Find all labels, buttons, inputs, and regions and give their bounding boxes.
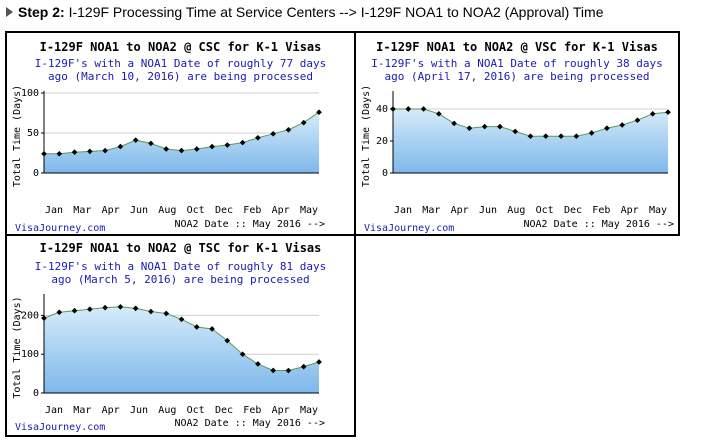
x-tick-label: Oct [536, 205, 554, 216]
x-tick-label: Apr [272, 405, 290, 416]
source-label: VisaJourney.com [364, 223, 454, 234]
data-point [178, 316, 185, 323]
y-tick-label: 200 [21, 310, 39, 321]
x-tick-label: Apr [272, 205, 290, 216]
chart-panel-vsc: I-129F NOA1 to NOA2 @ VSC for K-1 Visas I… [354, 31, 680, 236]
x-tick-label: Jan [45, 405, 63, 416]
data-point [619, 122, 626, 128]
data-point [420, 106, 427, 112]
chart-subtitle-line: ago (March 5, 2016) are being processed [51, 273, 309, 286]
chart-svg: I-129F NOA1 to NOA2 @ CSC for K-1 Visas I… [12, 40, 326, 234]
data-point [481, 123, 488, 130]
step-label: Step 2: [18, 4, 65, 20]
source-label: VisaJourney.com [15, 422, 105, 433]
chart-svg: I-129F NOA1 to NOA2 @ TSC for K-1 Visas I… [12, 241, 326, 433]
x-tick-label: Dec [564, 205, 582, 216]
data-point [270, 367, 277, 374]
x-tick-label: May [300, 405, 318, 416]
source-label: VisaJourney.com [15, 223, 105, 234]
x-tick-label: Feb [592, 205, 610, 216]
x-tick-label: Mar [73, 205, 91, 216]
y-tick-label: 0 [33, 168, 39, 179]
x-tick-label: Oct [187, 405, 205, 416]
x-tick-label: Feb [243, 205, 261, 216]
y-axis-label: Total Time (Days) [361, 85, 372, 187]
x-axis-label: NOA2 Date :: May 2016 --> [174, 219, 325, 230]
chart-subtitle-line: I-129F's with a NOA1 Date of roughly 77 … [35, 57, 326, 70]
x-tick-label: Apr [102, 205, 120, 216]
step-heading: Step 2: I-129F Processing Time at Servic… [6, 4, 604, 20]
x-tick-label: Jun [130, 405, 148, 416]
data-point [558, 133, 564, 139]
x-axis-label: NOA2 Date :: May 2016 --> [174, 418, 325, 429]
x-tick-label: Mar [422, 205, 440, 216]
chart-title: I-129F NOA1 to NOA2 @ TSC for K-1 Visas [40, 241, 322, 255]
x-tick-label: Mar [73, 405, 91, 416]
area-fill [44, 306, 319, 393]
chart-title: I-129F NOA1 to NOA2 @ VSC for K-1 Visas [376, 40, 658, 54]
x-axis-label: NOA2 Date :: May 2016 --> [523, 219, 674, 230]
x-tick-label: Aug [158, 405, 176, 416]
x-tick-label: Jan [394, 205, 412, 216]
step-text: I-129F Processing Time at Service Center… [64, 4, 604, 20]
data-point [405, 106, 412, 112]
data-point [316, 109, 322, 116]
chart-panel-tsc: I-129F NOA1 to NOA2 @ TSC for K-1 Visas I… [5, 234, 356, 437]
data-point [300, 363, 307, 370]
chart-title: I-129F NOA1 to NOA2 @ CSC for K-1 Visas [40, 40, 322, 54]
x-tick-label: Jun [479, 205, 497, 216]
x-tick-label: Dec [215, 405, 233, 416]
x-tick-label: Jun [130, 205, 148, 216]
chart-subtitle-line: I-129F's with a NOA1 Date of roughly 38 … [371, 57, 662, 70]
chart-subtitle-line: I-129F's with a NOA1 Date of roughly 81 … [35, 260, 326, 273]
x-tick-label: Aug [158, 205, 176, 216]
y-tick-label: 50 [27, 128, 39, 139]
data-point [665, 109, 671, 116]
data-point [239, 351, 246, 358]
y-axis-label: Total Time (Days) [12, 296, 23, 398]
data-point [117, 304, 124, 310]
chart-subtitle-line: ago (March 10, 2016) are being processed [48, 70, 313, 83]
chart-panel-csc: I-129F NOA1 to NOA2 @ CSC for K-1 Visas I… [5, 31, 356, 236]
data-point [178, 147, 185, 154]
data-point [435, 110, 442, 117]
y-tick-label: 100 [21, 88, 39, 99]
data-point [527, 133, 534, 140]
x-tick-label: Aug [507, 205, 525, 216]
x-tick-label: May [649, 205, 667, 216]
y-tick-label: 100 [21, 349, 39, 360]
data-point [285, 127, 292, 133]
data-point [71, 149, 78, 155]
data-point [497, 123, 503, 130]
data-point [270, 130, 277, 137]
triangle-right-icon [6, 7, 13, 17]
x-tick-label: Apr [102, 405, 120, 416]
x-tick-label: Dec [215, 205, 233, 216]
y-tick-label: 0 [33, 388, 39, 399]
y-axis-label: Total Time (Days) [12, 85, 23, 187]
x-tick-label: Oct [187, 205, 205, 216]
chart-svg: I-129F NOA1 to NOA2 @ VSC for K-1 Visas I… [361, 40, 674, 234]
x-tick-label: Apr [451, 205, 469, 216]
data-point [86, 148, 93, 155]
x-tick-label: Apr [621, 205, 639, 216]
x-tick-label: Jan [45, 205, 63, 216]
area-fill [393, 109, 668, 173]
y-tick-label: 40 [376, 104, 388, 115]
x-tick-label: May [300, 205, 318, 216]
x-tick-label: Feb [243, 405, 261, 416]
y-tick-label: 20 [376, 136, 388, 147]
chart-subtitle-line: ago (April 17, 2016) are being processed [385, 70, 650, 83]
y-tick-label: 0 [382, 168, 388, 179]
area-fill [44, 112, 319, 173]
